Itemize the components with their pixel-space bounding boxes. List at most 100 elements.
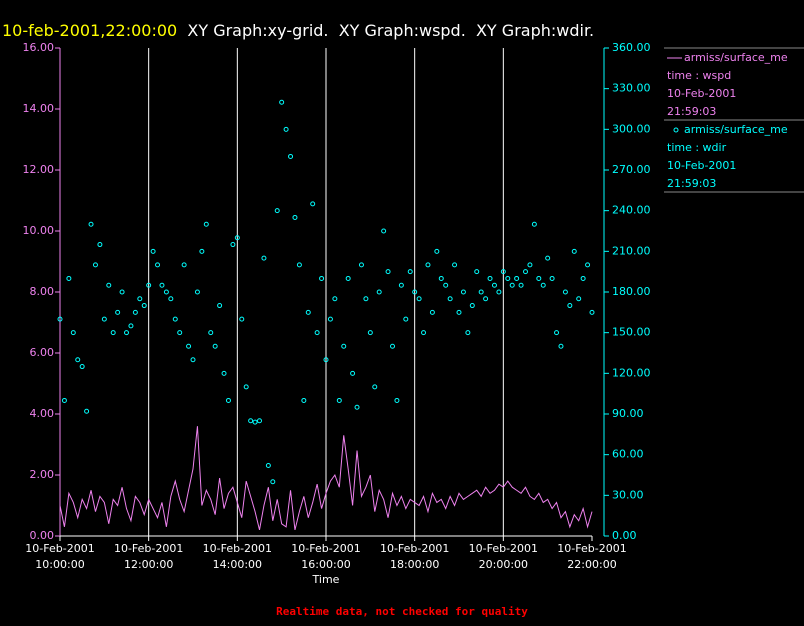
wdir-point xyxy=(580,275,586,281)
wdir-point xyxy=(301,397,307,403)
y2-tick-label: 300.00 xyxy=(612,122,651,135)
wdir-point xyxy=(137,296,143,302)
wdir-point xyxy=(434,248,440,254)
wdir-point xyxy=(292,214,298,220)
wdir-point xyxy=(407,269,413,275)
wdir-point xyxy=(554,330,560,336)
y2-tick-label: 270.00 xyxy=(612,163,651,176)
legend-detail: time : wdir xyxy=(667,141,727,154)
wdir-point xyxy=(243,384,249,390)
y-tick-label: 16.00 xyxy=(23,41,55,54)
wdir-point xyxy=(381,228,387,234)
wdir-point xyxy=(429,309,435,315)
wdir-point xyxy=(132,309,138,315)
wdir-point xyxy=(146,282,152,288)
y2-tick-label: 0.00 xyxy=(612,529,637,542)
wdir-point xyxy=(491,282,497,288)
wdir-point xyxy=(341,343,347,349)
wdir-point xyxy=(460,289,466,295)
wdir-point xyxy=(97,242,103,248)
wdir-point xyxy=(412,289,418,295)
wdir-point xyxy=(296,262,302,268)
wdir-point xyxy=(168,296,174,302)
wdir-point xyxy=(163,289,169,295)
wdir-point xyxy=(483,296,489,302)
wdir-point xyxy=(279,99,285,105)
wdir-point xyxy=(221,370,227,376)
wdir-point xyxy=(545,255,551,261)
wdir-point xyxy=(323,357,329,363)
legend-name: armiss/surface_me xyxy=(684,51,788,64)
wdir-point xyxy=(536,275,542,281)
x-tick-label: 10-Feb-2001 10:00:00 xyxy=(25,542,94,571)
wdir-point xyxy=(447,296,453,302)
wdir-point xyxy=(376,289,382,295)
x-tick-label: 10-Feb-2001 20:00:00 xyxy=(469,542,538,571)
wdir-point xyxy=(270,479,276,485)
wdir-point xyxy=(540,282,546,288)
wdir-point xyxy=(496,289,502,295)
wdir-point xyxy=(239,316,245,322)
y-tick-label: 12.00 xyxy=(23,163,55,176)
wdir-point xyxy=(234,235,240,241)
y-tick-label: 2.00 xyxy=(30,468,55,481)
wdir-point xyxy=(385,269,391,275)
wdir-point xyxy=(101,316,107,322)
wdir-point xyxy=(57,316,63,322)
wdir-point xyxy=(61,397,67,403)
wdir-point xyxy=(390,343,395,349)
wdir-point xyxy=(367,330,373,336)
wdir-point xyxy=(181,262,187,268)
y2-tick-label: 240.00 xyxy=(612,204,651,217)
wdir-point xyxy=(500,269,506,275)
wdir-point xyxy=(310,201,316,207)
y-tick-label: 4.00 xyxy=(30,407,55,420)
wspd-line xyxy=(59,426,593,531)
wdir-point xyxy=(194,289,200,295)
wdir-point xyxy=(225,397,231,403)
wdir-point xyxy=(84,408,90,414)
wdir-point xyxy=(514,275,520,281)
wdir-point xyxy=(199,248,205,254)
wdir-point xyxy=(576,296,582,302)
wdir-point xyxy=(505,275,511,281)
wdir-point xyxy=(438,275,444,281)
wdir-point xyxy=(177,330,183,336)
wdir-point xyxy=(549,275,555,281)
wdir-point xyxy=(217,303,223,309)
legend-detail: 10-Feb-2001 xyxy=(667,159,736,172)
wdir-point xyxy=(128,323,134,329)
wdir-point xyxy=(456,309,462,315)
y2-tick-label: 90.00 xyxy=(612,407,644,420)
legend-detail: 21:59:03 xyxy=(667,177,716,190)
wdir-point xyxy=(305,309,311,315)
x-tick-label: 10-Feb-2001 22:00:00 xyxy=(557,542,626,571)
y-tick-label: 0.00 xyxy=(30,529,55,542)
wdir-point xyxy=(567,303,573,309)
wdir-point xyxy=(212,343,218,349)
title-time: 10-feb-2001,22:00:00 xyxy=(2,21,178,40)
wdir-point xyxy=(332,296,338,302)
wdir-point xyxy=(79,364,85,370)
wdir-point xyxy=(345,275,351,281)
wdir-point xyxy=(230,242,236,248)
wdir-point xyxy=(141,303,147,309)
x-tick-label: 10-Feb-2001 14:00:00 xyxy=(203,542,272,571)
wdir-point xyxy=(155,262,161,268)
y-tick-label: 14.00 xyxy=(23,102,55,115)
legend-detail: 10-Feb-2001 xyxy=(667,87,736,100)
wdir-point xyxy=(257,418,262,424)
wdir-point xyxy=(327,316,333,322)
wdir-point xyxy=(403,316,409,322)
wdir-point xyxy=(398,282,404,288)
wdir-point xyxy=(283,126,289,132)
wdir-point xyxy=(248,418,254,424)
wdir-point xyxy=(319,275,325,281)
x-tick-label: 10-Feb-2001 12:00:00 xyxy=(114,542,183,571)
wdir-point xyxy=(106,282,112,288)
wdir-point xyxy=(443,282,449,288)
wdir-point xyxy=(88,221,94,227)
wdir-point xyxy=(372,384,378,390)
